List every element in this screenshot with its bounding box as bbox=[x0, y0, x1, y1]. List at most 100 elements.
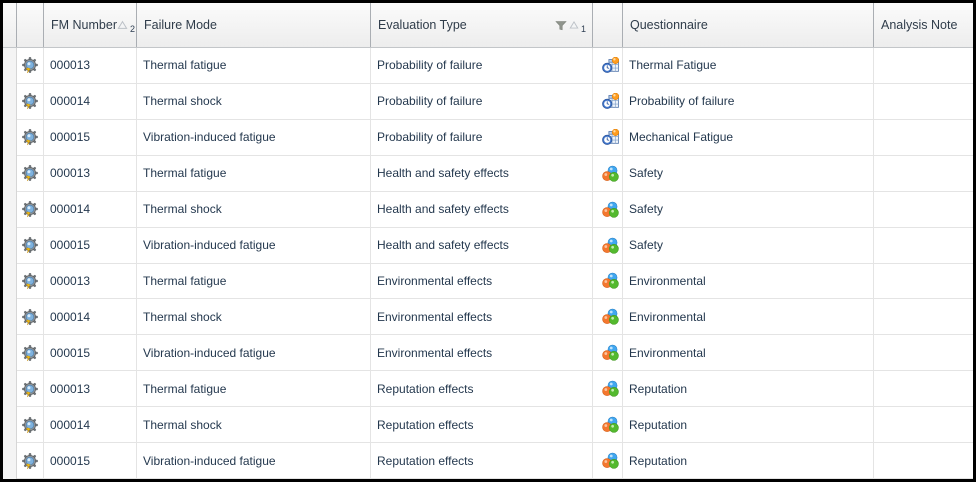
failure-mode-value: Thermal shock bbox=[143, 417, 222, 432]
table-row[interactable]: 000015 Vibration-induced fatigue Probabi… bbox=[3, 119, 973, 156]
row-selector-cell[interactable] bbox=[3, 48, 17, 84]
failure-mode-value: Vibration-induced fatigue bbox=[143, 453, 276, 468]
failure-mode-cell[interactable]: Thermal fatigue bbox=[137, 48, 371, 84]
table-row[interactable]: 000013 Thermal fatigue Environmental eff… bbox=[3, 263, 973, 300]
fm-number-cell[interactable]: 000015 bbox=[44, 443, 137, 479]
evaluation-type-cell[interactable]: Health and safety effects bbox=[371, 191, 593, 228]
fm-number-value: 000014 bbox=[50, 417, 91, 432]
fm-number-cell[interactable]: 000014 bbox=[44, 299, 137, 336]
questionnaire-cell[interactable]: Safety bbox=[623, 191, 874, 228]
row-icon-cell bbox=[17, 299, 44, 336]
evaluation-type-cell[interactable]: Environmental effects bbox=[371, 335, 593, 372]
failure-mode-cell[interactable]: Vibration-induced fatigue bbox=[137, 119, 371, 156]
header-evaluation-type[interactable]: Evaluation Type 1 bbox=[371, 3, 593, 47]
table-row[interactable]: 000014 Thermal shock Reputation effects bbox=[3, 407, 973, 444]
questionnaire-icon-cell bbox=[593, 335, 623, 372]
table-row[interactable]: 000014 Thermal shock Probability of fail… bbox=[3, 83, 973, 120]
row-selector-cell[interactable] bbox=[3, 155, 17, 192]
row-selector-cell[interactable] bbox=[3, 83, 17, 120]
row-selector-cell[interactable] bbox=[3, 335, 17, 372]
fm-number-cell[interactable]: 000013 bbox=[44, 48, 137, 84]
table-row[interactable]: 000013 Thermal fatigue Health and safety… bbox=[3, 155, 973, 192]
fm-number-cell[interactable]: 000015 bbox=[44, 227, 137, 264]
failure-mode-cell[interactable]: Thermal fatigue bbox=[137, 371, 371, 408]
analysis-note-cell[interactable] bbox=[874, 263, 973, 300]
analysis-note-cell[interactable] bbox=[874, 155, 973, 192]
failure-mode-cell[interactable]: Thermal shock bbox=[137, 191, 371, 228]
failure-mode-cell[interactable]: Thermal fatigue bbox=[137, 263, 371, 300]
analysis-note-cell[interactable] bbox=[874, 299, 973, 336]
fm-number-cell[interactable]: 000013 bbox=[44, 155, 137, 192]
fm-number-cell[interactable]: 000014 bbox=[44, 191, 137, 228]
questionnaire-cell[interactable]: Reputation bbox=[623, 371, 874, 408]
questionnaire-icon-cell bbox=[593, 263, 623, 300]
evaluation-type-cell[interactable]: Probability of failure bbox=[371, 119, 593, 156]
failure-mode-cell[interactable]: Thermal shock bbox=[137, 83, 371, 120]
table-row[interactable]: 000013 Thermal fatigue Reputation effect… bbox=[3, 371, 973, 408]
failure-mode-cell[interactable]: Vibration-induced fatigue bbox=[137, 227, 371, 264]
fm-number-cell[interactable]: 000014 bbox=[44, 407, 137, 444]
evaluation-type-cell[interactable]: Probability of failure bbox=[371, 83, 593, 120]
evaluation-type-cell[interactable]: Probability of failure bbox=[371, 48, 593, 84]
fm-number-cell[interactable]: 000013 bbox=[44, 371, 137, 408]
table-row[interactable]: 000015 Vibration-induced fatigue Health … bbox=[3, 227, 973, 264]
row-selector-cell[interactable] bbox=[3, 371, 17, 408]
row-selector-cell[interactable] bbox=[3, 443, 17, 479]
analysis-note-cell[interactable] bbox=[874, 83, 973, 120]
table-row[interactable]: 000014 Thermal shock Health and safety e… bbox=[3, 191, 973, 228]
failure-mode-cell[interactable]: Thermal shock bbox=[137, 407, 371, 444]
analysis-note-cell[interactable] bbox=[874, 371, 973, 408]
questionnaire-cell[interactable]: Probability of failure bbox=[623, 83, 874, 120]
evaluation-type-cell[interactable]: Environmental effects bbox=[371, 299, 593, 336]
questionnaire-cell[interactable]: Environmental bbox=[623, 335, 874, 372]
analysis-note-cell[interactable] bbox=[874, 119, 973, 156]
table-row[interactable]: 000014 Thermal shock Environmental effec… bbox=[3, 299, 973, 336]
evaluation-type-cell[interactable]: Health and safety effects bbox=[371, 227, 593, 264]
gear-icon bbox=[22, 344, 38, 361]
header-failure-mode[interactable]: Failure Mode bbox=[137, 3, 371, 47]
row-selector-cell[interactable] bbox=[3, 299, 17, 336]
failure-mode-cell[interactable]: Thermal fatigue bbox=[137, 155, 371, 192]
evaluation-type-cell[interactable]: Environmental effects bbox=[371, 263, 593, 300]
row-icon-cell bbox=[17, 263, 44, 300]
questionnaire-cell[interactable]: Safety bbox=[623, 155, 874, 192]
questionnaire-cell[interactable]: Mechanical Fatigue bbox=[623, 119, 874, 156]
failure-mode-cell[interactable]: Thermal shock bbox=[137, 299, 371, 336]
row-selector-cell[interactable] bbox=[3, 227, 17, 264]
row-selector-cell[interactable] bbox=[3, 119, 17, 156]
evaluation-type-cell[interactable]: Health and safety effects bbox=[371, 155, 593, 192]
row-selector-cell[interactable] bbox=[3, 407, 17, 444]
row-selector-cell[interactable] bbox=[3, 191, 17, 228]
header-failure-mode-label: Failure Mode bbox=[144, 18, 217, 32]
failure-mode-cell[interactable]: Vibration-induced fatigue bbox=[137, 335, 371, 372]
analysis-note-cell[interactable] bbox=[874, 335, 973, 372]
failure-mode-cell[interactable]: Vibration-induced fatigue bbox=[137, 443, 371, 479]
table-row[interactable]: 000015 Vibration-induced fatigue Environ… bbox=[3, 335, 973, 372]
analysis-note-cell[interactable] bbox=[874, 443, 973, 479]
fm-number-cell[interactable]: 000015 bbox=[44, 119, 137, 156]
fm-number-cell[interactable]: 000015 bbox=[44, 335, 137, 372]
analysis-note-cell[interactable] bbox=[874, 407, 973, 444]
fm-number-cell[interactable]: 000013 bbox=[44, 263, 137, 300]
questionnaire-cell[interactable]: Safety bbox=[623, 227, 874, 264]
questionnaire-cell[interactable]: Thermal Fatigue bbox=[623, 48, 874, 84]
row-selector-cell[interactable] bbox=[3, 263, 17, 300]
header-analysis-note[interactable]: Analysis Note bbox=[874, 3, 973, 47]
funnel-filter-icon[interactable] bbox=[555, 20, 567, 31]
questionnaire-icon-cell bbox=[593, 299, 623, 336]
evaluation-type-cell[interactable]: Reputation effects bbox=[371, 443, 593, 479]
table-row[interactable]: 000013 Thermal fatigue Probability of fa… bbox=[3, 48, 973, 84]
analysis-note-cell[interactable] bbox=[874, 191, 973, 228]
analysis-note-cell[interactable] bbox=[874, 48, 973, 84]
header-questionnaire[interactable]: Questionnaire bbox=[623, 3, 874, 47]
header-fm-number[interactable]: FM Number 2 bbox=[44, 3, 137, 47]
questionnaire-cell[interactable]: Reputation bbox=[623, 443, 874, 479]
fm-number-cell[interactable]: 000014 bbox=[44, 83, 137, 120]
table-row[interactable]: 000015 Vibration-induced fatigue Reputat… bbox=[3, 443, 973, 479]
questionnaire-cell[interactable]: Reputation bbox=[623, 407, 874, 444]
evaluation-type-cell[interactable]: Reputation effects bbox=[371, 407, 593, 444]
evaluation-type-cell[interactable]: Reputation effects bbox=[371, 371, 593, 408]
analysis-note-cell[interactable] bbox=[874, 227, 973, 264]
questionnaire-cell[interactable]: Environmental bbox=[623, 299, 874, 336]
questionnaire-cell[interactable]: Environmental bbox=[623, 263, 874, 300]
